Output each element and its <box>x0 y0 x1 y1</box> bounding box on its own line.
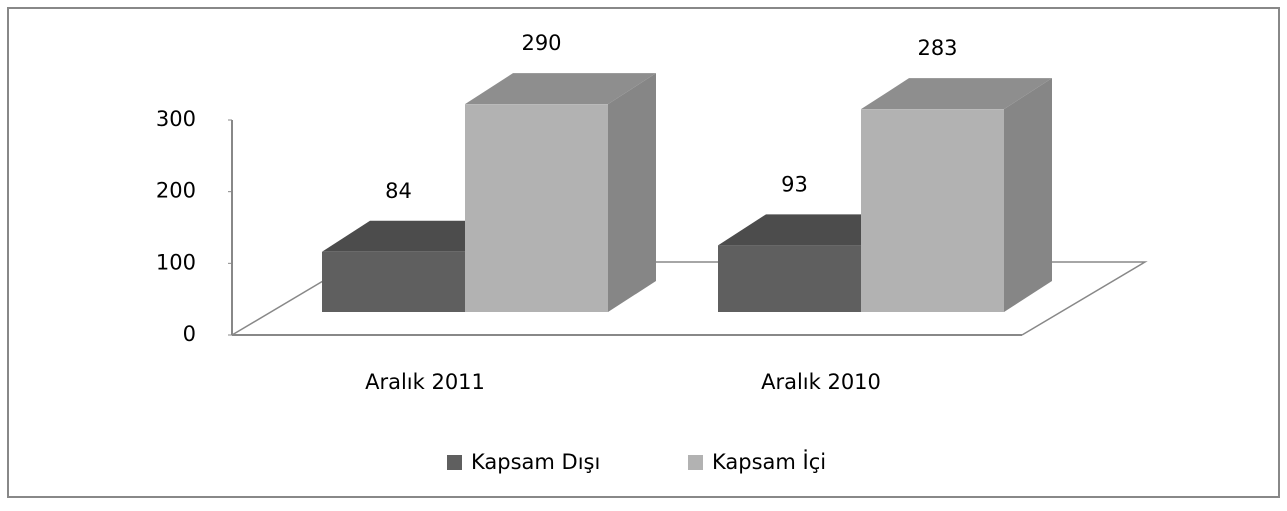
data-label: 84 <box>385 179 412 203</box>
data-label: 290 <box>521 31 561 55</box>
bar-top <box>861 78 1052 110</box>
bar-side <box>608 73 656 313</box>
bar-side <box>1004 78 1052 312</box>
legend-swatch <box>447 455 462 470</box>
bar <box>322 251 465 312</box>
y-tick-label: 0 <box>183 322 196 346</box>
bar <box>465 104 608 313</box>
x-tick-label: Aralık 2010 <box>761 370 881 394</box>
legend-swatch <box>688 455 703 470</box>
data-label: 93 <box>781 172 808 196</box>
bar-top <box>465 73 656 105</box>
data-label: 283 <box>917 36 957 60</box>
y-tick-label: 300 <box>156 107 196 131</box>
x-tick-label: Aralık 2011 <box>365 370 485 394</box>
bar <box>718 245 861 312</box>
y-tick-label: 100 <box>156 250 196 274</box>
bar <box>861 109 1004 312</box>
y-tick-label: 200 <box>156 179 196 203</box>
legend-label: Kapsam Dışı <box>471 450 600 474</box>
legend-label: Kapsam İçi <box>712 449 826 474</box>
